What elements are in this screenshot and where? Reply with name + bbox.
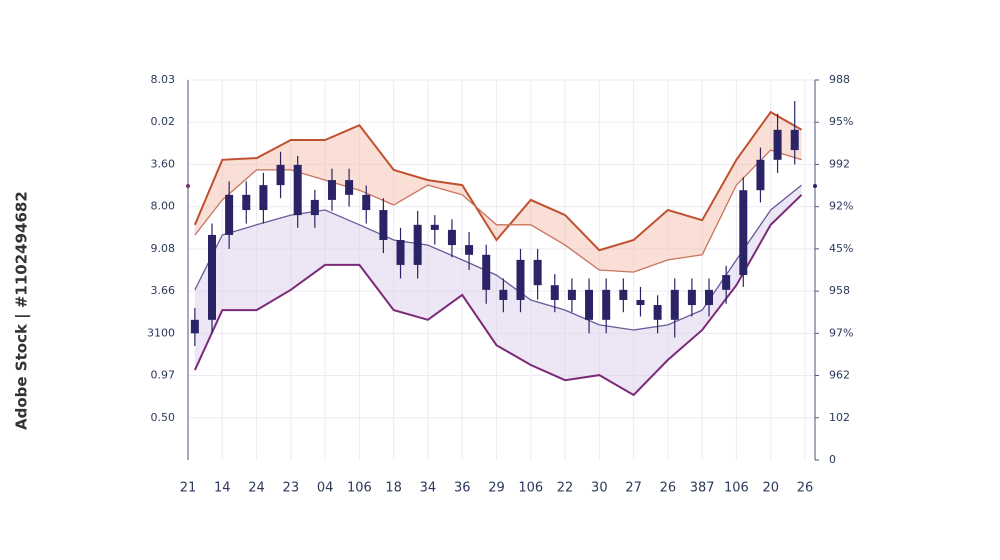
candle-body (310, 199, 319, 216)
candle-body (653, 305, 662, 320)
x-tick-label: 387 (690, 481, 715, 496)
band-fill (194, 112, 802, 273)
y-tick-label: 8.03 (151, 73, 176, 86)
band-line (193, 194, 803, 397)
x-tick-label: 34 (420, 481, 437, 496)
candle-layer (190, 101, 799, 346)
y-tick-label: 0.50 (151, 411, 176, 424)
x-tick-label: 26 (797, 481, 814, 496)
y-tick-label: 3.60 (151, 157, 176, 170)
x-tick-label: 18 (385, 481, 402, 496)
y2-tick-label: 92% (829, 200, 853, 213)
x-tick-label: 29 (488, 481, 505, 496)
x-tick-label: 106 (724, 481, 749, 496)
y-tick-label: 9.08 (151, 242, 176, 255)
candle-body (465, 245, 474, 255)
y2-tick-label: 0 (829, 453, 836, 466)
candle-body (533, 259, 542, 286)
candle-body (790, 129, 799, 151)
candle-body (585, 289, 594, 320)
x-tick-label: 36 (454, 481, 471, 496)
candle-body (396, 240, 405, 265)
axis-layer: 0.50 0.97 3100 3.66 9.08 8.00 3.60 0.02 8.03 0 102… (147, 73, 853, 496)
candle-body (550, 285, 559, 300)
y2-tick-label: 45% (829, 242, 853, 255)
line-layer (193, 110, 803, 397)
candle-body (482, 254, 491, 290)
candle-body (636, 299, 645, 306)
candle-body (190, 319, 199, 334)
candle-body (327, 180, 336, 200)
axis-dot (186, 184, 190, 188)
y-tick-label: 3.66 (151, 284, 176, 297)
x-tick-label: 21 (180, 481, 197, 496)
candle-body (447, 229, 456, 246)
fill-layer (194, 112, 802, 395)
y2-tick-label: 988 (829, 73, 850, 86)
x-tick-label: 04 (317, 481, 334, 496)
x-tick-label: 23 (283, 481, 300, 496)
candle-body (430, 224, 439, 230)
candle-body (207, 234, 216, 320)
candle-body (567, 289, 576, 300)
candle-body (345, 180, 354, 195)
y2-tick-label: 102 (829, 411, 850, 424)
candle-body (722, 275, 731, 290)
watermark: Adobe Stock | #1102494682 (13, 191, 32, 430)
y2-tick-label: 962 (829, 369, 850, 382)
x-tick-label: 106 (518, 481, 543, 496)
band-line (193, 110, 803, 252)
candle-body (362, 194, 371, 211)
x-tick-label: 14 (214, 481, 231, 496)
candle-body (413, 224, 422, 265)
candle-body (499, 289, 508, 300)
y-tick-label: 8.00 (151, 200, 176, 213)
band-line (194, 149, 802, 273)
y-tick-label: 0.02 (151, 115, 176, 128)
candle-body (276, 164, 285, 186)
candle-body (670, 289, 679, 320)
x-tick-label: 106 (347, 481, 372, 496)
candle-body (705, 289, 714, 306)
x-tick-label: 22 (557, 481, 574, 496)
axis-dot (813, 184, 817, 188)
y2-tick-label: 95% (829, 115, 853, 128)
candle-body (602, 289, 611, 320)
candle-body (619, 289, 628, 300)
candle-body (225, 194, 234, 235)
y2-tick-label: 992 (829, 157, 850, 170)
band-fill (194, 185, 802, 395)
band-line (194, 184, 803, 331)
y2-tick-label: 958 (829, 284, 850, 297)
x-tick-label: 20 (762, 481, 779, 496)
candle-body (516, 259, 525, 300)
candle-body (687, 289, 696, 306)
candle-body (773, 129, 782, 160)
candle-body (756, 159, 765, 191)
x-tick-label: 26 (660, 481, 677, 496)
x-tick-label: 24 (248, 481, 265, 496)
y2-tick-label: 97% (829, 326, 853, 339)
candle-body (739, 190, 748, 276)
x-tick-label: 30 (591, 481, 608, 496)
y-tick-label: 0.97 (151, 369, 176, 382)
x-tick-label: 27 (625, 481, 642, 496)
candle-body (259, 185, 268, 211)
candle-body (242, 194, 251, 211)
candle-body (379, 210, 388, 241)
candle-body (293, 164, 302, 216)
y-tick-label: 3100 (147, 326, 175, 339)
